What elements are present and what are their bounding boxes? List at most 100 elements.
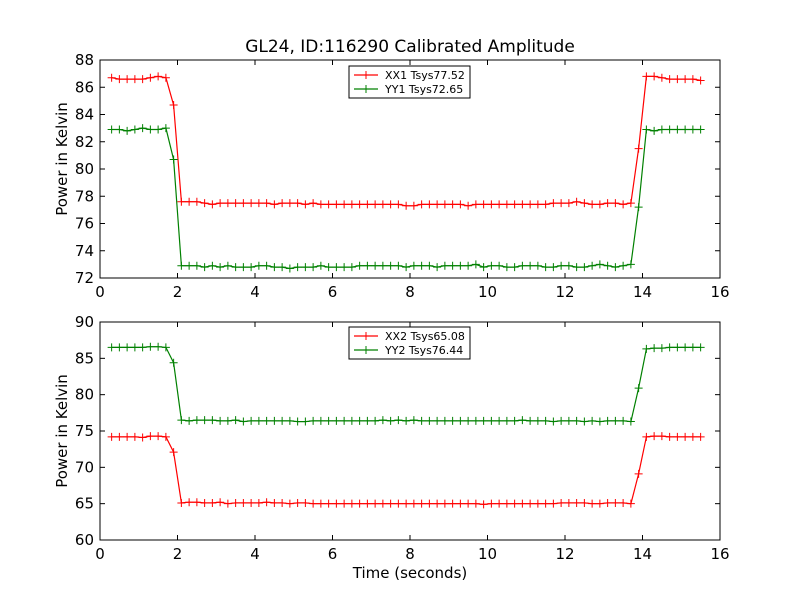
data-point	[161, 432, 170, 441]
data-point	[409, 201, 418, 210]
data-point	[185, 416, 194, 425]
data-point	[673, 75, 682, 84]
data-point	[200, 199, 209, 208]
data-point	[425, 499, 434, 508]
data-point	[681, 125, 690, 134]
data-point	[177, 261, 186, 270]
data-point	[665, 343, 674, 352]
data-point	[541, 263, 550, 272]
data-point	[417, 200, 426, 209]
data-point	[417, 499, 426, 508]
data-point	[154, 432, 163, 441]
data-point	[580, 417, 589, 426]
data-point	[479, 416, 488, 425]
data-point	[231, 498, 240, 507]
data-point	[223, 499, 232, 508]
data-point	[247, 416, 256, 425]
x-tick-label: 8	[405, 545, 415, 563]
data-point	[402, 416, 411, 425]
data-point	[107, 73, 116, 82]
data-point	[254, 261, 263, 270]
data-point	[340, 200, 349, 209]
data-point	[650, 344, 659, 353]
data-point	[115, 343, 124, 352]
data-point	[433, 263, 442, 272]
data-point	[665, 432, 674, 441]
x-tick-label: 14	[633, 545, 652, 563]
data-point	[394, 416, 403, 425]
data-point	[371, 200, 380, 209]
data-point	[363, 416, 372, 425]
data-point	[595, 417, 604, 426]
data-point	[456, 416, 465, 425]
data-point	[603, 416, 612, 425]
y-axis-label-lower: Power in Kelvin	[53, 374, 71, 488]
data-point	[495, 200, 504, 209]
data-point	[161, 343, 170, 352]
legend-box-0	[348, 65, 471, 99]
data-point	[673, 432, 682, 441]
data-point	[595, 499, 604, 508]
x-tick-label: 6	[328, 545, 338, 563]
data-point	[657, 432, 666, 441]
data-point	[309, 416, 318, 425]
data-point	[417, 416, 426, 425]
data-point	[642, 432, 651, 441]
data-point	[107, 125, 116, 134]
data-point	[603, 261, 612, 270]
y-tick-label: 76	[75, 215, 94, 233]
data-point	[386, 200, 395, 209]
data-point	[115, 125, 124, 134]
data-point	[340, 263, 349, 272]
data-point	[502, 200, 511, 209]
data-point	[293, 199, 302, 208]
data-point	[510, 200, 519, 209]
y-tick-label: 86	[75, 78, 94, 96]
data-point	[324, 263, 333, 272]
data-point	[650, 126, 659, 135]
data-point	[123, 126, 132, 135]
y-tick-label: 74	[75, 242, 94, 260]
data-point	[642, 125, 651, 134]
data-point	[332, 263, 341, 272]
data-point	[247, 263, 256, 272]
data-point	[130, 125, 139, 134]
x-tick-label: 4	[250, 283, 260, 301]
data-point	[440, 499, 449, 508]
data-point	[557, 498, 566, 507]
data-point	[595, 200, 604, 209]
data-point	[316, 416, 325, 425]
data-point	[448, 416, 457, 425]
data-point	[611, 498, 620, 507]
data-point	[688, 432, 697, 441]
data-point	[216, 498, 225, 507]
legend-marker	[362, 71, 370, 79]
x-tick-label: 16	[710, 545, 729, 563]
data-point	[347, 416, 356, 425]
data-point	[619, 261, 628, 270]
data-point	[378, 499, 387, 508]
data-point	[278, 263, 287, 272]
data-point	[301, 263, 310, 272]
data-point	[619, 200, 628, 209]
data-point	[588, 416, 597, 425]
data-point	[681, 75, 690, 84]
series-line-1-0	[111, 435, 701, 506]
data-point	[533, 200, 542, 209]
data-point	[146, 432, 155, 441]
data-point	[293, 498, 302, 507]
data-point	[231, 416, 240, 425]
x-axis-label: Time (seconds)	[352, 564, 468, 582]
data-point	[192, 197, 201, 206]
data-point	[278, 498, 287, 507]
data-point	[681, 432, 690, 441]
y-tick-label: 90	[75, 313, 94, 331]
data-point	[270, 498, 279, 507]
data-point	[502, 416, 511, 425]
data-point	[138, 75, 147, 84]
y-tick-label: 82	[75, 133, 94, 151]
data-point	[130, 343, 139, 352]
data-point	[564, 199, 573, 208]
data-point	[262, 261, 271, 270]
data-point	[657, 125, 666, 134]
